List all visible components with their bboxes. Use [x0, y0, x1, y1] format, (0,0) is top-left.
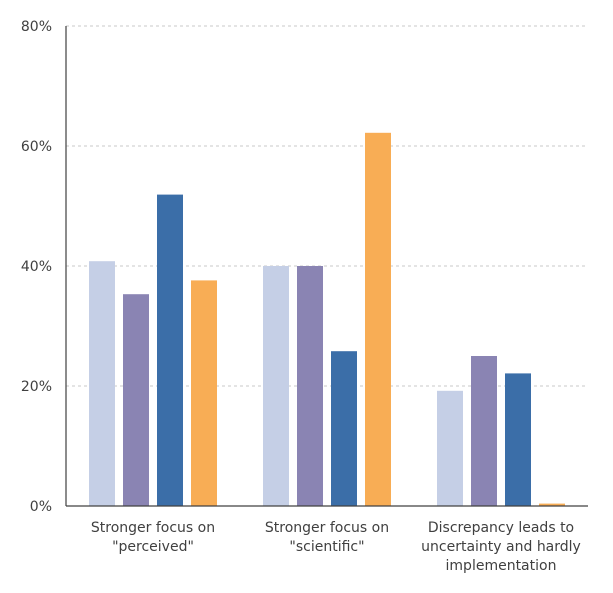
- category-label: Stronger focus on "perceived": [91, 520, 215, 555]
- category-label-line: "perceived": [112, 539, 194, 555]
- bar: [437, 390, 463, 506]
- bar: [505, 373, 531, 506]
- category-label: Discrepancy leads to uncertainty and hard…: [421, 520, 581, 574]
- y-tick-label: 40%: [21, 259, 52, 275]
- bar: [263, 266, 289, 506]
- bar: [297, 266, 323, 506]
- category-label: Stronger focus on "scientific": [265, 520, 389, 555]
- bar: [123, 294, 149, 506]
- y-tick-label: 60%: [21, 139, 52, 155]
- category-label-line: implementation: [446, 558, 557, 574]
- bar: [191, 280, 217, 506]
- y-tick-label: 0%: [30, 499, 52, 515]
- bar: [471, 356, 497, 506]
- gridlines: [66, 25, 588, 387]
- bar: [539, 503, 565, 506]
- category-label-line: Stronger focus on: [91, 520, 215, 536]
- bars: [89, 132, 565, 507]
- y-tick-labels: 0% 20% 40% 60% 80%: [21, 19, 52, 515]
- bar: [331, 351, 357, 506]
- y-tick-label: 20%: [21, 379, 52, 395]
- category-label-line: Discrepancy leads to: [428, 520, 574, 536]
- category-labels: Stronger focus on "perceived"Stronger foc…: [91, 520, 581, 574]
- bar: [365, 132, 391, 507]
- category-label-line: uncertainty and hardly: [421, 539, 581, 555]
- bar: [89, 261, 115, 506]
- y-tick-label: 80%: [21, 19, 52, 35]
- category-label-line: Stronger focus on: [265, 520, 389, 536]
- bar: [157, 194, 183, 506]
- category-label-line: "scientific": [289, 539, 364, 555]
